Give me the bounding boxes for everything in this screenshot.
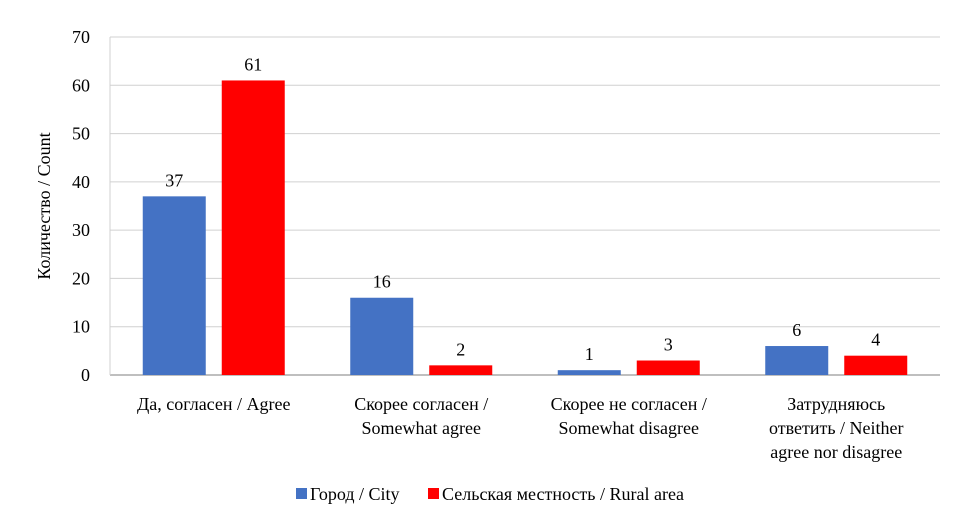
- y-tick-label: 60: [72, 75, 90, 95]
- y-tick-label: 30: [72, 220, 90, 240]
- data-label: 1: [585, 344, 594, 364]
- y-tick-label: 10: [72, 317, 90, 337]
- legend-label-rural: Сельская местность / Rural area: [442, 484, 684, 504]
- legend-swatch-city: [296, 488, 308, 499]
- legend-label-city: Город / City: [310, 484, 400, 504]
- data-label: 6: [792, 320, 801, 340]
- category-label: Да, согласен / Agree: [137, 394, 291, 414]
- legend-swatch-rural: [428, 488, 440, 499]
- bar-rural: [221, 80, 285, 375]
- y-tick-label: 50: [72, 124, 90, 144]
- data-label: 4: [871, 330, 880, 350]
- category-labels: Да, согласен / Agree Скорее согласен / Som…: [137, 394, 904, 462]
- category-label: Затрудняюсь ответить / Neither agree nor d…: [769, 394, 904, 462]
- y-tick-label: 20: [72, 268, 90, 288]
- bars: [142, 80, 908, 375]
- legend: Город / City Сельская местность / Rural …: [0, 484, 980, 505]
- category-label: Скорее согласен / Somewhat agree: [354, 394, 488, 438]
- legend-item-city: Город / City: [296, 484, 400, 505]
- legend-item-rural: Сельская местность / Rural area: [428, 484, 684, 505]
- bar-rural: [429, 365, 493, 375]
- data-label: 37: [165, 170, 183, 190]
- category-label: Скорее не согласен / Somewhat disagree: [551, 394, 707, 438]
- bar-city: [557, 370, 621, 375]
- y-tick-label: 70: [72, 27, 90, 47]
- y-axis-ticks: 0 10 20 30 40 50 60 70: [72, 27, 90, 385]
- y-axis-label: Количество / Count: [34, 132, 54, 279]
- data-label: 61: [244, 54, 262, 74]
- bar-city: [142, 196, 206, 375]
- data-label: 16: [373, 272, 391, 292]
- y-tick-label: 40: [72, 172, 90, 192]
- bar-rural: [844, 355, 908, 375]
- bar-rural: [636, 360, 700, 375]
- bar-city: [765, 346, 829, 375]
- data-label: 3: [664, 335, 673, 355]
- y-tick-label: 0: [81, 365, 90, 385]
- bar-city: [350, 297, 414, 375]
- data-label: 2: [456, 339, 465, 359]
